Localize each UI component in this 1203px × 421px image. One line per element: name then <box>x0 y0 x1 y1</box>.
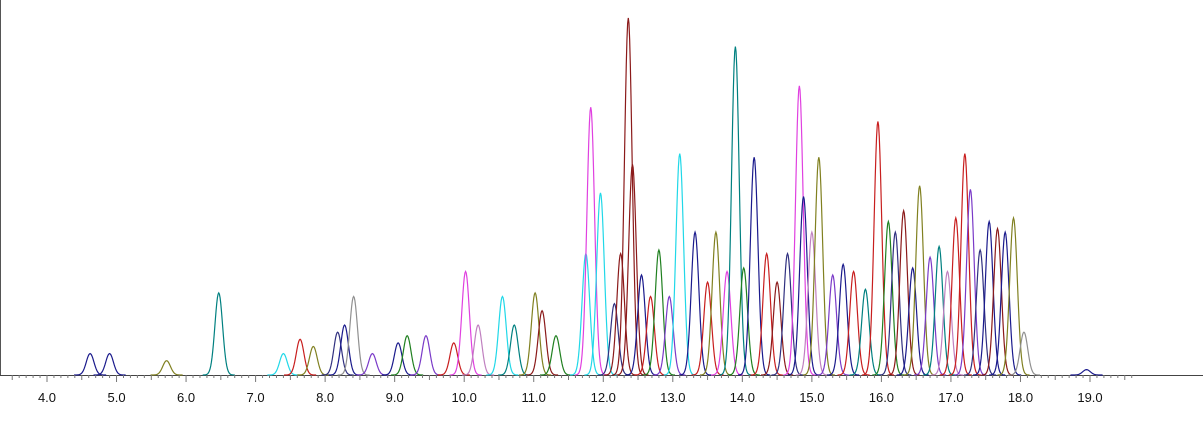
peak-trace-67 <box>989 230 1022 376</box>
peak-trace-64 <box>964 248 997 376</box>
peak-trace-21 <box>539 334 573 376</box>
peak-trace-7 <box>321 331 354 376</box>
peak-trace-48 <box>816 273 849 376</box>
peak-trace-42 <box>761 280 794 376</box>
peak-trace-56 <box>896 266 929 376</box>
peak-trace-45 <box>787 196 820 376</box>
peak-trace-2 <box>150 360 183 376</box>
peak-trace-35 <box>691 280 724 376</box>
peak-trace-68 <box>997 215 1030 376</box>
peak-trace-51 <box>849 288 882 376</box>
peak-trace-61 <box>939 215 972 376</box>
peak-trace-27 <box>612 17 645 376</box>
peak-trace-30 <box>634 295 667 376</box>
peak-trace-59 <box>923 244 956 376</box>
peak-trace-16 <box>462 324 495 376</box>
peak-trace-31 <box>642 248 675 376</box>
peak-trace-40 <box>738 157 771 376</box>
peak-trace-11 <box>382 342 415 376</box>
x-tick-label: 5.0 <box>107 390 125 405</box>
x-tick-label: 10.0 <box>452 390 477 405</box>
peak-trace-60 <box>931 269 964 376</box>
peak-trace-24 <box>584 192 617 376</box>
peak-trace-5 <box>284 338 317 376</box>
peak-trace-69 <box>1007 331 1041 376</box>
x-tick-label: 12.0 <box>591 390 616 405</box>
peak-trace-44 <box>783 85 816 376</box>
x-tick-label: 6.0 <box>177 390 195 405</box>
peak-trace-57 <box>903 185 936 376</box>
peak-trace-36 <box>699 230 732 376</box>
x-tick-label: 7.0 <box>247 390 265 405</box>
peak-trace-14 <box>437 342 470 376</box>
peak-trace-63 <box>954 189 987 376</box>
x-ticks-layer <box>11 375 1133 382</box>
peak-trace-43 <box>771 251 804 376</box>
peak-trace-50 <box>837 269 870 376</box>
peak-trace-53 <box>872 219 905 376</box>
peak-trace-38 <box>719 46 752 376</box>
peaks-layer <box>74 17 1103 376</box>
peak-trace-12 <box>391 334 424 376</box>
peak-trace-70 <box>1070 369 1103 376</box>
peak-trace-17 <box>486 295 519 376</box>
peak-trace-55 <box>887 208 920 376</box>
peak-trace-37 <box>710 269 744 376</box>
peak-trace-1 <box>93 352 126 376</box>
peak-trace-66 <box>981 226 1014 376</box>
peak-trace-25 <box>598 302 631 376</box>
peak-trace-47 <box>802 157 835 376</box>
peak-trace-29 <box>625 273 658 376</box>
x-tick-label: 9.0 <box>386 390 404 405</box>
peak-trace-52 <box>861 121 895 376</box>
x-tick-label: 8.0 <box>316 390 334 405</box>
x-tick-label: 15.0 <box>799 390 824 405</box>
peak-trace-0 <box>74 352 107 376</box>
peak-trace-39 <box>727 266 760 376</box>
x-tick-label: 18.0 <box>1008 390 1033 405</box>
peak-trace-65 <box>973 219 1006 376</box>
x-tick-label: 11.0 <box>522 390 546 405</box>
x-tick-label: 13.0 <box>660 390 685 405</box>
peak-trace-15 <box>449 269 482 376</box>
x-tick-label: 4.0 <box>38 390 56 405</box>
peak-trace-18 <box>498 324 531 376</box>
peak-trace-3 <box>202 291 235 376</box>
x-tick-label: 16.0 <box>869 390 894 405</box>
peak-trace-6 <box>297 345 330 376</box>
peak-trace-28 <box>616 164 649 376</box>
peak-trace-4 <box>267 352 300 376</box>
peak-trace-23 <box>574 107 607 376</box>
peak-trace-8 <box>328 324 361 376</box>
peak-trace-33 <box>663 153 696 376</box>
peak-trace-20 <box>526 309 559 376</box>
peak-trace-41 <box>750 251 783 376</box>
x-tick-label: 19.0 <box>1077 390 1102 405</box>
peak-trace-62 <box>948 153 981 376</box>
peak-trace-58 <box>913 255 947 376</box>
x-tick-label: 17.0 <box>938 390 963 405</box>
peak-trace-54 <box>879 230 912 376</box>
x-tick-labels-layer: 4.0 5.0 6.0 7.0 8.0 9.0 10.0 11.0 12.0 13.0 14.0 15… <box>38 390 1103 405</box>
peak-trace-49 <box>827 262 860 376</box>
x-tick-label: 14.0 <box>730 390 755 405</box>
peak-trace-32 <box>653 295 686 376</box>
peak-trace-13 <box>409 334 443 376</box>
